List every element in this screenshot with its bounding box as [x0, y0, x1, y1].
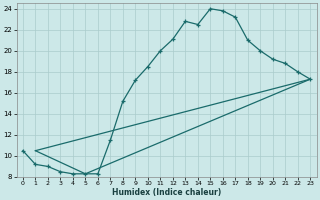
X-axis label: Humidex (Indice chaleur): Humidex (Indice chaleur)	[112, 188, 221, 197]
